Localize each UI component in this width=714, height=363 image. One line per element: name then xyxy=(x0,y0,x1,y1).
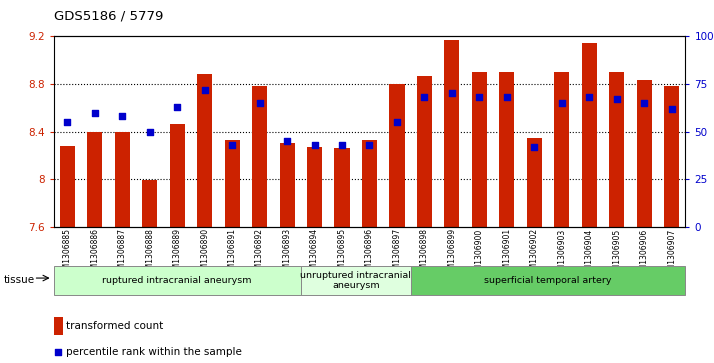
Bar xyxy=(252,86,267,227)
Point xyxy=(336,142,348,148)
Point xyxy=(473,94,485,100)
Point xyxy=(226,142,238,148)
Bar xyxy=(54,266,301,295)
Point xyxy=(666,106,678,112)
Bar xyxy=(301,266,411,295)
Point xyxy=(363,142,376,148)
Point xyxy=(501,94,513,100)
Bar xyxy=(609,72,624,227)
Point xyxy=(418,94,430,100)
Point xyxy=(116,114,128,119)
Bar xyxy=(54,317,63,335)
Text: ruptured intracranial aneurysm: ruptured intracranial aneurysm xyxy=(102,276,252,285)
Text: transformed count: transformed count xyxy=(66,321,164,331)
Bar xyxy=(411,266,685,295)
Bar xyxy=(279,143,295,227)
Point xyxy=(89,110,101,115)
Bar xyxy=(582,44,597,227)
Bar xyxy=(142,180,157,227)
Bar xyxy=(527,138,542,227)
Point xyxy=(199,87,211,93)
Bar xyxy=(170,125,185,227)
Bar xyxy=(225,140,240,227)
Text: superficial temporal artery: superficial temporal artery xyxy=(484,276,612,285)
Point xyxy=(583,94,595,100)
Text: percentile rank within the sample: percentile rank within the sample xyxy=(66,347,242,357)
Bar xyxy=(60,146,75,227)
Bar xyxy=(472,72,487,227)
Bar xyxy=(87,132,102,227)
Point xyxy=(446,91,458,97)
Point xyxy=(254,100,266,106)
Point xyxy=(556,100,568,106)
Point xyxy=(61,119,73,125)
Point xyxy=(171,104,183,110)
Bar xyxy=(664,86,679,227)
Point xyxy=(144,129,156,135)
Bar xyxy=(197,74,212,227)
Bar xyxy=(499,72,514,227)
Point xyxy=(391,119,403,125)
Point xyxy=(638,100,650,106)
Text: unruptured intracranial
aneurysm: unruptured intracranial aneurysm xyxy=(301,271,411,290)
Text: tissue: tissue xyxy=(4,275,35,285)
Bar xyxy=(307,147,322,227)
Bar xyxy=(637,80,652,227)
Bar xyxy=(389,84,405,227)
Point xyxy=(528,144,540,150)
Point xyxy=(305,233,316,239)
Bar xyxy=(554,72,569,227)
Bar xyxy=(334,148,350,227)
Bar xyxy=(115,132,130,227)
Bar xyxy=(444,40,460,227)
Point xyxy=(281,138,293,144)
Point xyxy=(611,96,623,102)
Bar xyxy=(362,140,377,227)
Text: GDS5186 / 5779: GDS5186 / 5779 xyxy=(54,9,163,22)
Point xyxy=(309,142,321,148)
Bar xyxy=(417,76,432,227)
